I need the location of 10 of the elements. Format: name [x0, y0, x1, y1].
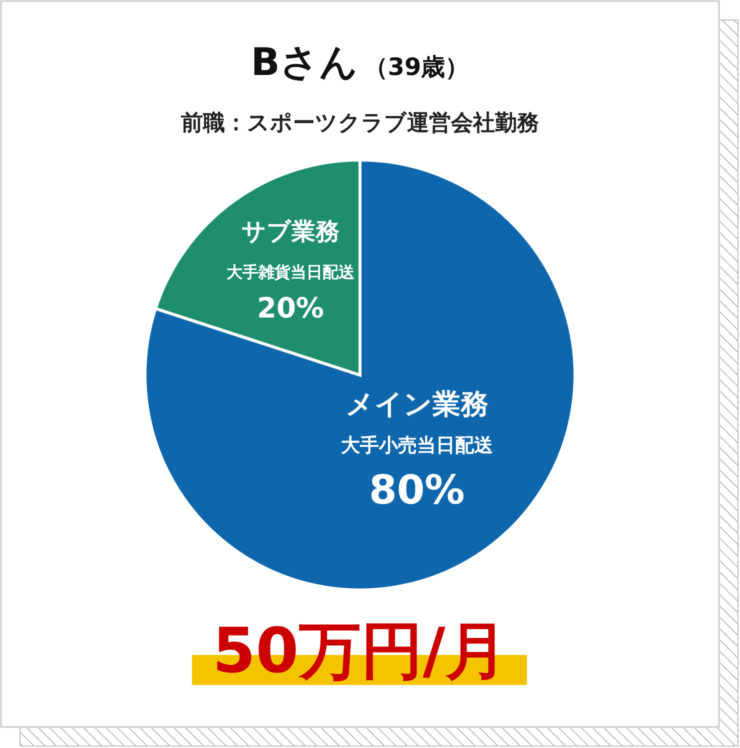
text: 大手小売当日配送	[340, 434, 493, 456]
chart-title: Bさん	[250, 40, 358, 84]
chart-subtitle: 前職：スポーツクラブ運営会社勤務	[180, 111, 539, 136]
text: （39歳）	[364, 53, 470, 81]
text: 大手雑貨当日配送	[226, 262, 354, 282]
data-label: 80%	[368, 467, 465, 514]
slice-label: メイン業務	[345, 387, 488, 420]
slice-label: サブ業務	[241, 217, 340, 246]
pie-slice	[144, 158, 576, 592]
data-label: 20%	[256, 291, 324, 324]
